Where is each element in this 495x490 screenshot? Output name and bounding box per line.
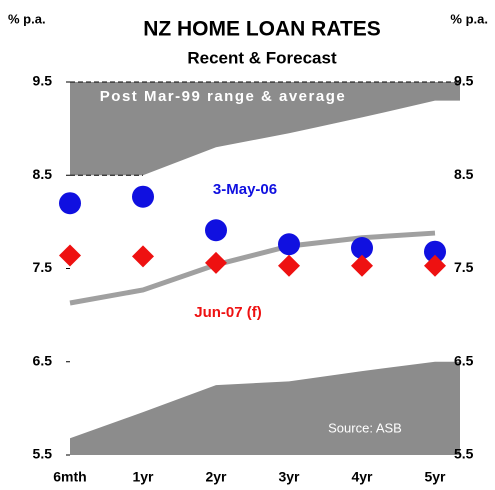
data-point <box>132 185 154 208</box>
series-label: Jun-07 (f) <box>194 304 262 321</box>
data-point <box>351 254 373 277</box>
y-tick-label: 5.5 <box>33 446 53 462</box>
data-point <box>205 251 227 274</box>
data-point <box>59 244 81 267</box>
y-tick-label: 9.5 <box>33 73 53 89</box>
y-tick-label: 6.5 <box>33 352 53 368</box>
y2-tick-label: 6.5 <box>454 352 474 368</box>
x-tick-label: 6mth <box>53 469 86 485</box>
data-point <box>351 236 373 259</box>
chart-title: NZ HOME LOAN RATES <box>143 18 381 41</box>
data-point <box>132 245 154 268</box>
y2-tick-label: 9.5 <box>454 73 474 89</box>
data-point <box>59 192 81 215</box>
x-tick-label: 3yr <box>278 469 300 485</box>
y-axis-label: % p.a. <box>8 11 46 26</box>
y-tick-label: 7.5 <box>33 259 53 275</box>
data-point <box>278 254 300 277</box>
range-upper-area <box>70 82 460 176</box>
x-tick-label: 1yr <box>132 469 154 485</box>
y2-tick-label: 8.5 <box>454 166 474 182</box>
data-point <box>278 233 300 256</box>
x-tick-label: 4yr <box>351 469 373 485</box>
x-tick-label: 2yr <box>205 469 227 485</box>
data-point <box>424 254 446 277</box>
y2-tick-label: 7.5 <box>454 259 474 275</box>
data-point <box>205 219 227 242</box>
x-tick-label: 5yr <box>424 469 446 485</box>
y-tick-label: 8.5 <box>33 166 53 182</box>
y2-tick-label: 5.5 <box>454 446 474 462</box>
source-note: Source: ASB <box>328 420 402 435</box>
average-line <box>69 230 436 306</box>
y2-axis-label: % p.a. <box>450 11 488 26</box>
plot <box>69 81 460 455</box>
series-label: 3-May-06 <box>213 181 277 198</box>
range-label: Post Mar-99 range & average <box>100 88 346 105</box>
chart-subtitle: Recent & Forecast <box>187 48 337 67</box>
range-lower-area <box>70 361 460 455</box>
data-point <box>424 240 446 263</box>
